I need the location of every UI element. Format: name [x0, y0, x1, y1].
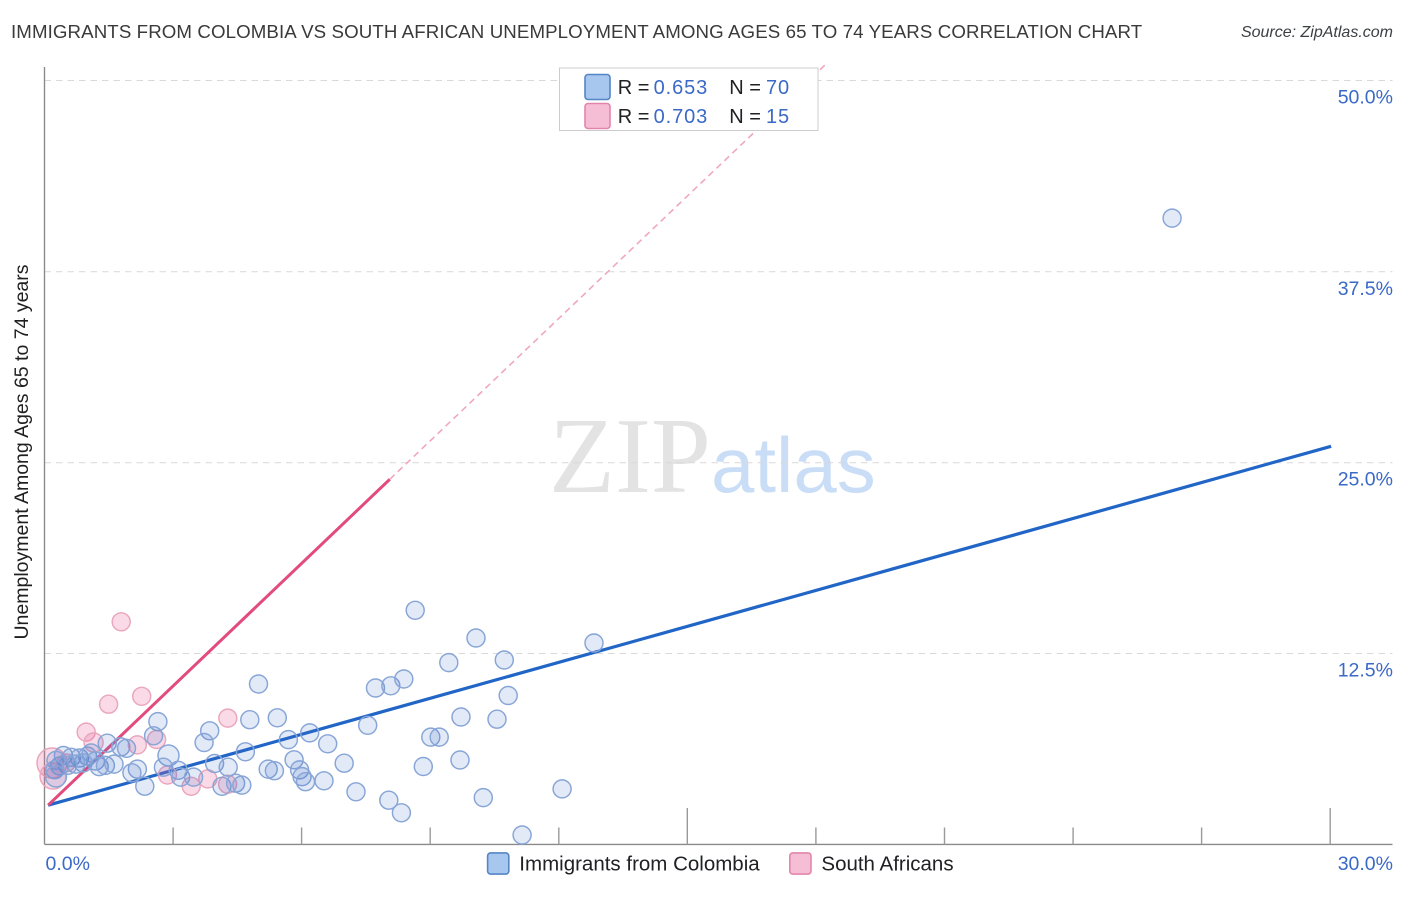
svg-text:R =: R =	[618, 77, 650, 99]
svg-text:Unemployment Among Ages 65 to: Unemployment Among Ages 65 to 74 years	[11, 264, 33, 639]
svg-text:N =: N =	[729, 106, 761, 128]
svg-text:37.5%: 37.5%	[1338, 278, 1393, 300]
svg-text:N =: N =	[729, 77, 761, 99]
svg-text:50.0%: 50.0%	[1338, 87, 1393, 109]
svg-text:South Africans: South Africans	[821, 853, 953, 876]
svg-text:R =: R =	[618, 106, 650, 128]
svg-text:Immigrants from Colombia: Immigrants from Colombia	[519, 853, 760, 876]
svg-text:25.0%: 25.0%	[1338, 469, 1393, 491]
svg-text:70: 70	[766, 77, 790, 99]
svg-text:12.5%: 12.5%	[1338, 660, 1393, 682]
svg-text:15: 15	[766, 106, 790, 128]
svg-text:0.703: 0.703	[654, 106, 709, 128]
svg-text:0.0%: 0.0%	[46, 853, 90, 875]
svg-text:0.653: 0.653	[654, 77, 709, 99]
svg-text:30.0%: 30.0%	[1338, 853, 1393, 875]
